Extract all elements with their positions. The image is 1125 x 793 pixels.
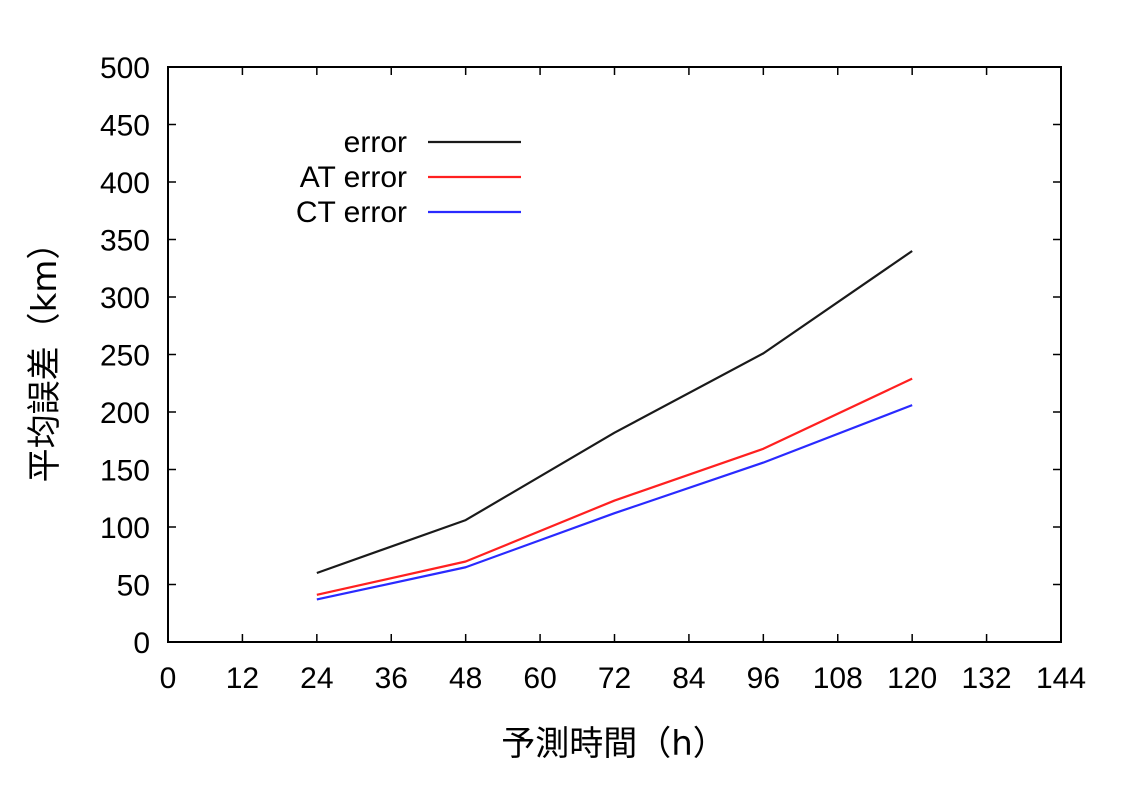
x-tick-label: 24 <box>300 662 333 695</box>
series-line-error <box>316 250 913 575</box>
legend-label: AT error <box>300 161 407 194</box>
series-line-at-error <box>316 377 913 596</box>
y-tick-label: 300 <box>100 282 150 315</box>
x-tick-label: 36 <box>375 662 408 695</box>
x-tick-label: 132 <box>962 662 1012 695</box>
axis-ticks <box>167 66 1062 643</box>
x-tick-label: 60 <box>523 662 556 695</box>
x-tick-label: 96 <box>747 662 780 695</box>
y-tick-label: 200 <box>100 397 150 430</box>
y-tick-label: 150 <box>100 455 150 488</box>
y-tick-label: 500 <box>100 52 150 85</box>
y-tick-label: 450 <box>100 110 150 143</box>
x-axis-tick-labels: 0 12 24 36 48 60 72 84 96 108 120 132 144 <box>160 662 1086 695</box>
x-tick-label: 108 <box>813 662 863 695</box>
x-tick-label: 144 <box>1036 662 1086 695</box>
legend-label: error <box>344 126 407 159</box>
y-axis-tick-labels: 0 50 100 150 200 250 300 350 400 450 500 <box>100 52 150 660</box>
y-axis-title: 平均誤差（km） <box>25 226 65 483</box>
legend-label: CT error <box>296 196 407 229</box>
x-tick-label: 0 <box>160 662 177 695</box>
x-tick-label: 48 <box>449 662 482 695</box>
series-line-ct-error <box>316 404 913 601</box>
x-tick-label: 120 <box>887 662 937 695</box>
y-tick-label: 350 <box>100 225 150 258</box>
plot-frame <box>167 66 1062 643</box>
x-axis-title: 予測時間（h） <box>501 724 727 764</box>
x-tick-label: 12 <box>226 662 259 695</box>
y-tick-label: 100 <box>100 512 150 545</box>
x-tick-label: 72 <box>598 662 631 695</box>
y-tick-label: 400 <box>100 167 150 200</box>
y-tick-label: 0 <box>133 627 150 660</box>
y-tick-label: 250 <box>100 340 150 373</box>
y-tick-label: 50 <box>117 570 150 603</box>
series-lines <box>316 250 913 601</box>
x-tick-label: 84 <box>672 662 705 695</box>
